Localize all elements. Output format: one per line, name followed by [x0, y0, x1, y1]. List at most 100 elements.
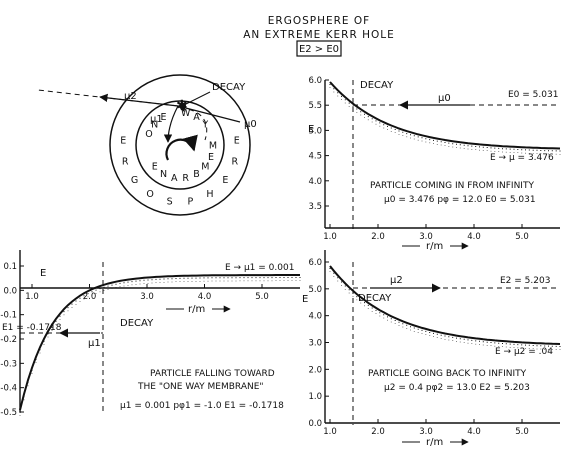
bl-xtick-label: 2.0: [83, 292, 97, 302]
title-line1: ERGOSPHERE OF: [268, 15, 370, 27]
bl-ytick-label: 0.1: [3, 262, 17, 272]
panel-bottom-left: 0.1 0.0 -0.1 -0.2 -0.3 -0.4 -0.5 1.0 2.0 3.0 4.0 5.…: [0, 250, 301, 418]
rotation-arrow: [165, 134, 198, 161]
bl-ytick-label: -0.5: [0, 408, 17, 418]
bl-ytick-label: -0.1: [0, 311, 17, 321]
br-energy-curve: [329, 265, 561, 345]
ergosphere-letter: S: [167, 197, 173, 208]
br-xtick-label: 2.0: [371, 427, 385, 437]
tr-ytick-label: 4.5: [308, 152, 322, 162]
title-box: [296, 40, 342, 57]
ergosphere-letter: G: [131, 175, 138, 186]
membrane-letter: N: [151, 119, 158, 130]
bl-ytick-label: -0.3: [0, 359, 17, 369]
membrane-letter: W: [181, 108, 191, 119]
br-xtick-label: 5.0: [515, 427, 529, 437]
tr-xtick-label: 4.0: [467, 232, 481, 242]
br-xtick-label: 4.0: [467, 427, 481, 437]
bl-xlabel: r/m: [188, 304, 205, 315]
ergosphere-circle: [109, 74, 251, 216]
tr-xtick-label: 5.0: [515, 232, 529, 242]
bl-xtick-label: 4.0: [198, 292, 212, 302]
br-ytick-label: 5.0: [308, 285, 322, 295]
ergosphere-letter: H: [206, 189, 213, 200]
panel-top-right: 6.0 5.5 5.0 4.5 4.0 3.5 1.0 2.0 3.0 4.0 5.0 E DECA…: [308, 76, 561, 252]
outgoing-path-dashed: [37, 89, 179, 107]
br-caption1: PARTICLE GOING BACK TO INFINITY: [368, 369, 527, 379]
incoming-path: [177, 103, 241, 123]
infall-path: [163, 105, 179, 143]
ergosphere-letter: E: [234, 136, 240, 147]
membrane-circle: [135, 100, 225, 190]
br-mu-label: μ2: [390, 275, 403, 286]
tr-caption1: PARTICLE COMING IN FROM INFINITY: [370, 181, 534, 191]
tr-ytick-label: 4.0: [308, 177, 322, 187]
tr-decay-label: DECAY: [360, 80, 394, 91]
bl-caption2: THE "ONE WAY MEMBRANE": [137, 382, 264, 392]
br-xlabel: r/m: [426, 437, 443, 448]
br-ytick-label: 0.0: [308, 419, 322, 429]
br-asymptote-label: E → μ2 = .04: [495, 347, 553, 357]
membrane-letter: Y: [201, 119, 208, 130]
br-xtick-label: 1.0: [323, 427, 337, 437]
membrane-letter: E: [208, 152, 214, 163]
tr-ytick-label: 5.0: [308, 126, 322, 136]
tr-asymptote-label: E → μ = 3.476: [490, 153, 554, 163]
membrane-letter: M: [201, 162, 209, 173]
tr-ytick-label: 3.5: [308, 202, 322, 212]
ergosphere-letter: R: [231, 156, 238, 167]
bl-xtick-label: 1.0: [25, 292, 39, 302]
infall-dotted: [179, 107, 208, 141]
bl-xtick-label: 5.0: [255, 292, 269, 302]
label-mu2: μ2: [124, 91, 137, 102]
bl-ytick-label: -0.4: [0, 384, 17, 394]
ergosphere-letter: R: [122, 156, 129, 167]
tr-xlabel: r/m: [426, 241, 443, 252]
br-energy-label: E2 = 5.203: [500, 276, 550, 286]
bl-caption3: μ1 = 0.001 pφ1 = -1.0 E1 = -0.1718: [120, 401, 284, 411]
tr-ytick-label: 6.0: [308, 76, 322, 86]
membrane-letter: O: [145, 129, 152, 140]
tr-xtick-label: 3.0: [419, 232, 433, 242]
tr-energy-label: E0 = 5.031: [508, 90, 558, 100]
bl-xtick-label: 3.0: [140, 292, 154, 302]
title-line2: AN EXTREME KERR HOLE: [243, 29, 395, 41]
bl-ytick-label: -0.2: [0, 335, 17, 345]
br-ytick-label: 3.0: [308, 339, 322, 349]
br-ytick-label: 6.0: [308, 258, 322, 268]
ergosphere-letter: O: [146, 189, 153, 200]
tr-caption2: μ0 = 3.476 pφ = 12.0 E0 = 5.031: [384, 195, 536, 205]
br-caption2: μ2 = 0.4 pφ2 = 13.0 E2 = 5.203: [384, 383, 530, 393]
bl-mu-label: μ1: [88, 338, 101, 349]
bl-decay-label: DECAY: [120, 318, 154, 329]
ergosphere-letters: ERGOS PHERE: [120, 136, 240, 208]
bl-ylabel: E: [40, 268, 46, 279]
label-decay: DECAY: [212, 82, 246, 93]
bl-asymptote-label: E → μ1 = 0.001: [225, 263, 294, 273]
bl-ytick-label: 0.0: [3, 286, 17, 296]
label-mu1: μ1: [150, 114, 163, 125]
membrane-letter: A: [171, 173, 178, 184]
br-ytick-label: 1.0: [308, 392, 322, 402]
ergosphere-letter: P: [188, 197, 194, 208]
tr-xtick-label: 2.0: [371, 232, 385, 242]
tr-ylabel: E: [308, 124, 314, 135]
membrane-letter: B: [193, 169, 200, 180]
tr-xtick-label: 1.0: [323, 232, 337, 242]
br-ytick-label: 4.0: [308, 312, 322, 322]
membrane-letter: R: [182, 173, 189, 184]
br-xtick-label: 3.0: [419, 427, 433, 437]
decay-point: ✱: [176, 98, 188, 114]
label-mu0: μ0: [244, 119, 257, 130]
bl-energy-label: E1 = -0.1718: [2, 323, 62, 333]
br-ylabel: E: [302, 294, 308, 305]
panel-bottom-right: 6.05.04.03.02.01.00.01.0 2.0 3.0 4.0 5.0 E μ…: [302, 250, 561, 448]
ergosphere-letter: E: [120, 136, 126, 147]
tr-mu-label: μ0: [438, 93, 451, 104]
bl-energy-curve: [19, 274, 300, 411]
ergosphere-letter: E: [222, 175, 228, 186]
membrane-letter: E: [160, 112, 166, 123]
